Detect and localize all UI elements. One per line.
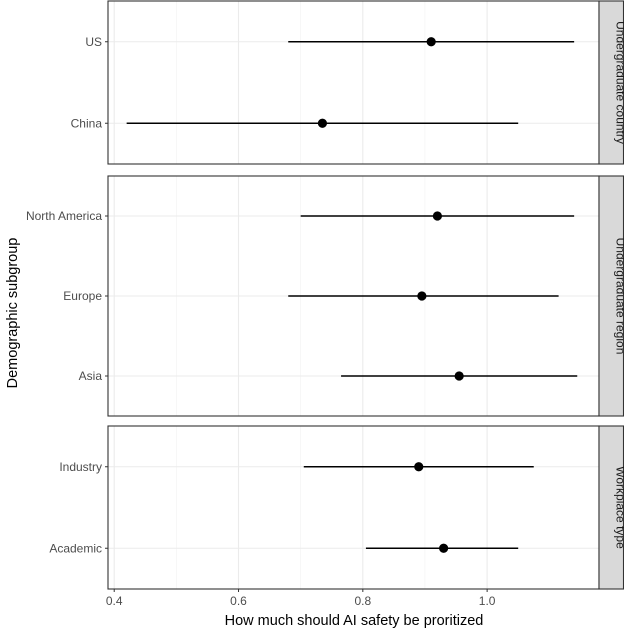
- x-tick-label: 0.4: [106, 594, 123, 608]
- facet-strip: [598, 175, 624, 417]
- y-tick-label-us: US: [85, 35, 102, 49]
- row-china: China: [71, 116, 519, 130]
- estimate-point-us: [426, 37, 436, 47]
- estimate-point-europe: [417, 291, 427, 301]
- y-tick-label-industry: Industry: [59, 460, 102, 474]
- facet-strip-label-workplace-type: Workplace type: [614, 466, 624, 549]
- row-academic: Academic: [49, 541, 519, 555]
- facet-strip-label-undergraduate-region: Undergraduate region: [614, 238, 624, 355]
- y-tick-label-asia: Asia: [79, 369, 103, 383]
- y-tick-label-north-america: North America: [26, 209, 102, 223]
- panel-background: [108, 426, 599, 589]
- estimate-point-industry: [414, 462, 424, 472]
- panel-workplace-type: Industry Academic Workplace type: [49, 425, 624, 590]
- x-tick-label: 0.8: [354, 594, 371, 608]
- estimate-point-asia: [454, 371, 464, 381]
- estimate-point-academic: [439, 543, 449, 553]
- estimate-point-north-america: [432, 211, 443, 221]
- y-tick-label-europe: Europe: [63, 289, 102, 303]
- x-tick-label: 0.6: [230, 594, 247, 608]
- row-north-america: North America: [26, 209, 575, 223]
- facet-strip: [598, 0, 624, 165]
- x-axis-title: How much should AI safety be proritized: [225, 613, 484, 629]
- y-tick-label-academic: Academic: [49, 541, 102, 555]
- row-us: US: [85, 35, 575, 49]
- y-tick-label-china: China: [71, 116, 103, 130]
- x-axis: 0.4 0.6 0.8 1.0: [106, 589, 496, 608]
- panels-group: US China Undergraduate country North Americ…: [26, 0, 624, 590]
- row-asia: Asia: [79, 369, 578, 383]
- panel-background: [108, 1, 599, 164]
- estimate-point-china: [317, 118, 328, 128]
- row-europe: Europe: [63, 289, 559, 303]
- row-industry: Industry: [59, 460, 534, 474]
- panel-undergraduate-region: North America Europe Asia Undergraduate reg…: [26, 175, 624, 417]
- facet-strip-label-undergraduate-country: Undergraduate country: [614, 21, 624, 144]
- panel-undergraduate-country: US China Undergraduate country: [71, 0, 624, 165]
- x-tick-label: 1.0: [479, 594, 496, 608]
- y-axis-title: Demographic subgroup: [5, 238, 21, 389]
